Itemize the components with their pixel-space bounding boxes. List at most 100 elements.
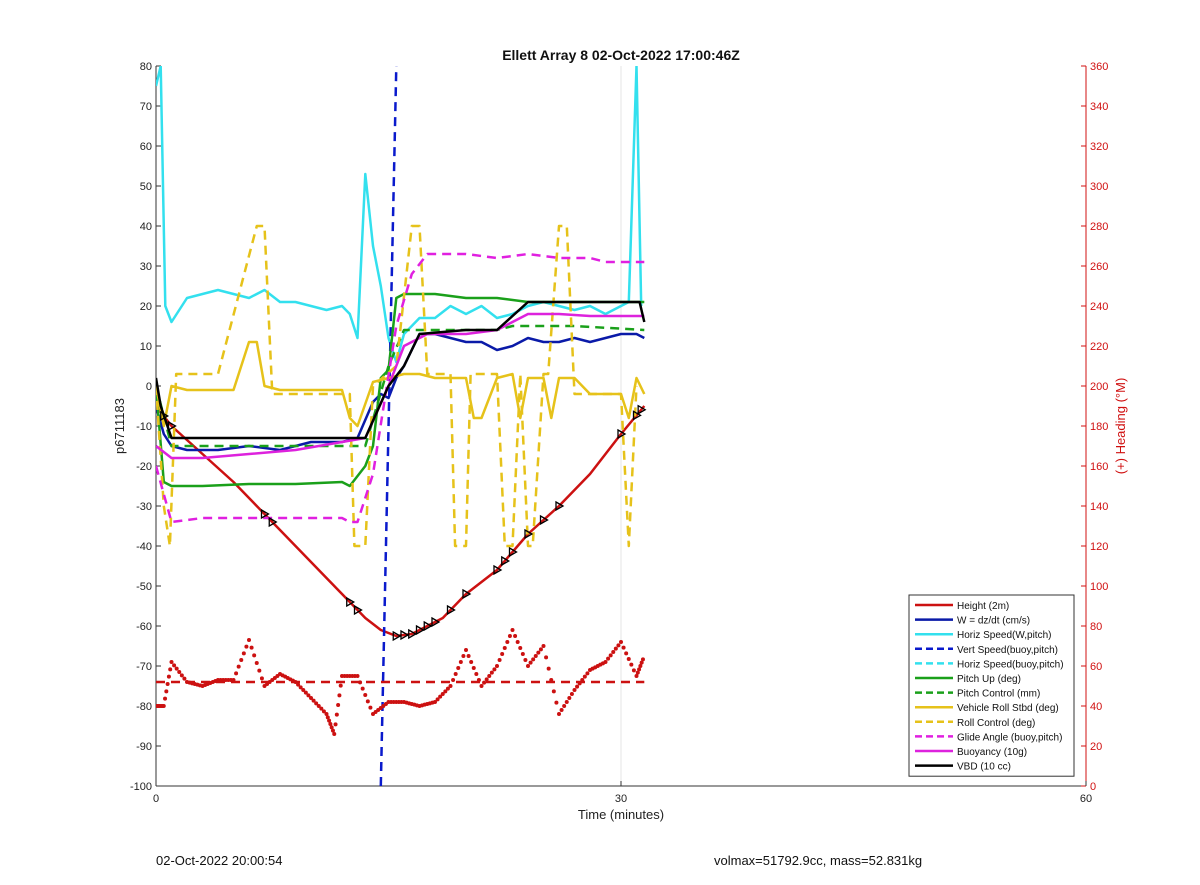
heading-point: [484, 677, 489, 682]
height-marker: [508, 546, 518, 558]
height-marker: [501, 555, 511, 567]
heading-point: [365, 699, 370, 704]
heading-point: [241, 651, 246, 656]
footer-vehicle-params: volmax=51792.9cc, mass=52.831kg: [714, 853, 923, 868]
heading-point: [451, 678, 456, 682]
heading-point: [500, 652, 505, 656]
heading-point: [585, 671, 590, 676]
heading-point: [528, 660, 533, 665]
height-marker: [160, 410, 170, 422]
x-tick-label: 0: [153, 793, 159, 805]
right-y-tick-label: 240: [1090, 301, 1108, 313]
height-2m-series: [156, 405, 646, 638]
left-y-tick-label: -40: [136, 541, 152, 553]
x-axis-label: Time (minutes): [578, 807, 664, 822]
heading-point: [363, 693, 368, 697]
right-y-tick-label: 360: [1090, 61, 1108, 73]
heading-point: [311, 698, 316, 703]
heading-point: [492, 667, 497, 672]
right-y-tick-label: 300: [1090, 181, 1108, 193]
right-y-tick-label: 120: [1090, 541, 1108, 553]
chart-title: Ellett Array 8 02-Oct-2022 17:00:46Z: [502, 47, 740, 63]
left-y-tick-label: 0: [146, 381, 152, 393]
heading-point: [518, 646, 523, 650]
heading-point: [309, 696, 313, 700]
height-marker: [260, 508, 270, 520]
heading-point: [616, 643, 621, 648]
heading-point: [325, 715, 330, 720]
left-y-tick-label: 80: [140, 61, 152, 73]
height-marker: [408, 628, 418, 640]
heading-point: [639, 660, 644, 665]
left-y-tick-label: -100: [130, 781, 152, 793]
x-tick-label: 60: [1080, 793, 1092, 805]
heading-point: [526, 664, 530, 668]
heading-point: [453, 672, 458, 676]
heading-point: [244, 644, 249, 649]
heading-point: [461, 654, 466, 658]
heading-point: [435, 697, 440, 702]
heading-point: [166, 674, 171, 679]
heading-point: [611, 650, 616, 654]
left-y-tick-label: 20: [140, 301, 152, 313]
heading-point: [533, 654, 538, 658]
heading-point: [252, 653, 257, 658]
vehicle-roll-stbd-deg-series: [156, 340, 646, 428]
height-marker: [632, 410, 642, 421]
left-y-tick-label: 50: [140, 181, 152, 193]
heading-point: [466, 654, 471, 658]
height-marker: [446, 604, 456, 616]
legend-label: Buoyancy (10g): [957, 747, 1027, 758]
heading-point: [438, 694, 443, 699]
heading-point: [440, 692, 445, 696]
roll-control-deg-series: [156, 224, 638, 548]
heading-point: [328, 722, 333, 726]
left-y-tick-label: -50: [136, 581, 152, 593]
left-y-tick-label: -60: [136, 621, 152, 633]
heading-point: [445, 686, 450, 691]
heading-point: [510, 628, 515, 632]
heading-point: [531, 657, 536, 662]
height-marker: [167, 420, 177, 432]
legend-label: Horiz Speed(buoy,pitch): [957, 659, 1064, 670]
legend-label: W = dz/dt (cm/s): [957, 616, 1030, 627]
heading-point: [507, 634, 512, 638]
heading-point: [172, 663, 177, 668]
right-y-tick-label: 0: [1090, 781, 1096, 793]
left-y-tick-label: 40: [140, 221, 152, 233]
left-y-tick-label: -30: [136, 501, 152, 513]
left-y-tick-label: 10: [140, 341, 152, 353]
heading-point: [360, 686, 365, 691]
heading-point: [546, 666, 551, 671]
right-y-tick-label: 40: [1090, 701, 1102, 713]
heading-point: [520, 652, 525, 656]
heading-point: [619, 640, 623, 644]
heading-point: [336, 703, 341, 707]
heading-point: [562, 704, 567, 708]
heading-point: [634, 674, 639, 678]
right-y-tick-label: 260: [1090, 261, 1108, 273]
vert-speed-buoy-pitch-series: [379, 66, 398, 786]
footer-timestamp: 02-Oct-2022 20:00:54: [156, 853, 283, 868]
heading-point: [333, 722, 338, 727]
left-y-tick-label: -70: [136, 661, 152, 673]
legend-box: [908, 594, 1075, 777]
heading-point: [169, 660, 174, 664]
heading-point: [301, 688, 306, 692]
heading-point: [330, 728, 335, 733]
heading-point: [234, 671, 239, 676]
heading-point: [469, 660, 474, 664]
heading-point: [559, 708, 564, 712]
heading-point: [236, 664, 241, 669]
heading-point: [523, 658, 528, 662]
heading-point: [541, 644, 546, 648]
heading-point: [613, 646, 618, 651]
heading-point: [332, 732, 337, 736]
right-y-tick-label: 20: [1090, 741, 1102, 753]
heading-point: [479, 684, 484, 688]
height-marker: [415, 624, 425, 636]
heading-point: [448, 684, 453, 688]
heading-point: [538, 647, 543, 652]
right-y-tick-label: 80: [1090, 621, 1102, 633]
